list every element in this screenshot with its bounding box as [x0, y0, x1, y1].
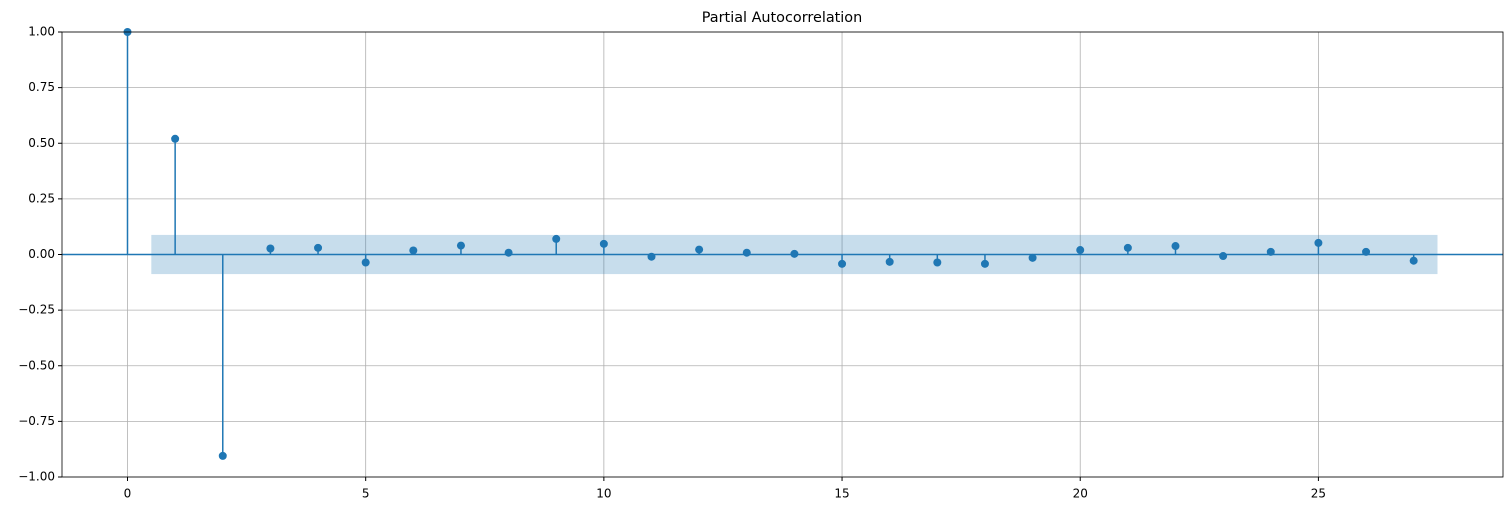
- marker: [1076, 246, 1085, 255]
- plot-frame: [61, 31, 1504, 478]
- marker: [790, 249, 799, 258]
- marker: [1171, 242, 1180, 251]
- marker: [1362, 247, 1371, 256]
- x-tick-label: 20: [1073, 487, 1088, 501]
- marker: [552, 234, 561, 243]
- y-tick-label: 0.00: [28, 247, 55, 261]
- marker: [885, 257, 894, 266]
- marker: [504, 248, 513, 257]
- y-tick-label: −0.75: [18, 414, 55, 428]
- y-tick-label: −1.00: [18, 470, 55, 484]
- marker: [647, 252, 656, 261]
- marker: [218, 451, 227, 460]
- marker: [599, 239, 608, 248]
- y-tick-label: −0.25: [18, 303, 55, 317]
- marker: [409, 246, 418, 255]
- marker: [1028, 253, 1037, 262]
- marker: [695, 245, 704, 254]
- x-tick-label: 5: [362, 487, 370, 501]
- marker: [1314, 238, 1323, 247]
- marker: [456, 241, 465, 250]
- marker: [742, 248, 751, 257]
- marker: [1409, 256, 1418, 265]
- marker: [838, 259, 847, 268]
- marker: [1219, 252, 1228, 261]
- y-tick-label: 0.50: [28, 136, 55, 150]
- y-tick-label: 1.00: [28, 25, 55, 39]
- marker: [1266, 247, 1275, 256]
- x-tick-label: 15: [834, 487, 849, 501]
- y-tick-label: 0.25: [28, 191, 55, 205]
- marker: [361, 258, 370, 267]
- x-tick-label: 25: [1311, 487, 1326, 501]
- y-tick-label: −0.50: [18, 358, 55, 372]
- x-tick-label: 10: [596, 487, 611, 501]
- marker: [171, 134, 180, 143]
- chart-title: Partial Autocorrelation: [702, 10, 862, 26]
- x-tick-label: 0: [124, 487, 132, 501]
- marker: [314, 243, 323, 252]
- marker: [933, 258, 942, 267]
- marker: [266, 244, 275, 253]
- marker: [1123, 243, 1132, 252]
- y-tick-label: 0.75: [28, 80, 55, 94]
- marker: [980, 259, 989, 268]
